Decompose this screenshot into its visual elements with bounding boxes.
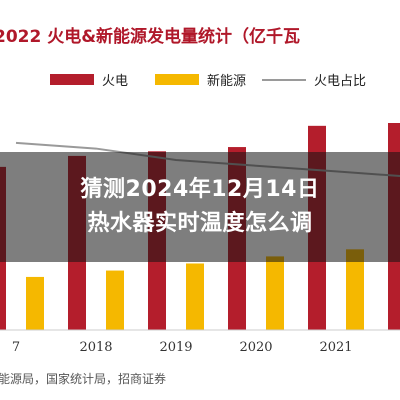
legend-item-renewable: 新能源 bbox=[155, 70, 246, 89]
chart-legend: 火电 新能源 火电占比 bbox=[0, 70, 400, 89]
bar-renewable-2019 bbox=[186, 263, 204, 330]
legend-label-renewable: 新能源 bbox=[207, 74, 247, 89]
bar-renewable-2017 bbox=[26, 276, 44, 330]
x-tick-label-2018: 2018 bbox=[79, 340, 112, 355]
bar-renewable-2021 bbox=[346, 249, 364, 330]
bar-renewable-2020 bbox=[266, 256, 284, 330]
overlay-banner: 猜测2024年12月14日 热水器实时温度怎么调 bbox=[0, 152, 400, 262]
x-axis-labels: 720182019202020212022 bbox=[12, 340, 400, 355]
banner-line-1: 猜测2024年12月14日 bbox=[80, 177, 320, 202]
banner-line-2: 热水器实时温度怎么调 bbox=[87, 211, 313, 236]
bar-renewable-2018 bbox=[106, 270, 124, 330]
source-note: 能源局，国家统计局，招商证券 bbox=[0, 372, 167, 386]
legend-item-thermal: 火电 bbox=[50, 70, 128, 89]
chart-title: 2022 火电&新能源发电量统计（亿千瓦 bbox=[0, 27, 301, 47]
legend-line-share bbox=[262, 78, 306, 81]
legend-swatch-renewable bbox=[155, 74, 199, 85]
x-tick-label-2019: 2019 bbox=[159, 340, 192, 355]
legend-swatch-thermal bbox=[50, 74, 94, 85]
legend-label-thermal: 火电 bbox=[102, 74, 129, 89]
x-tick-label-2021: 2021 bbox=[319, 340, 352, 355]
x-tick-label-2017: 7 bbox=[12, 340, 20, 355]
x-tick-label-2020: 2020 bbox=[239, 340, 272, 355]
legend-item-share: 火电占比 bbox=[262, 70, 366, 89]
legend-label-share: 火电占比 bbox=[314, 74, 367, 89]
